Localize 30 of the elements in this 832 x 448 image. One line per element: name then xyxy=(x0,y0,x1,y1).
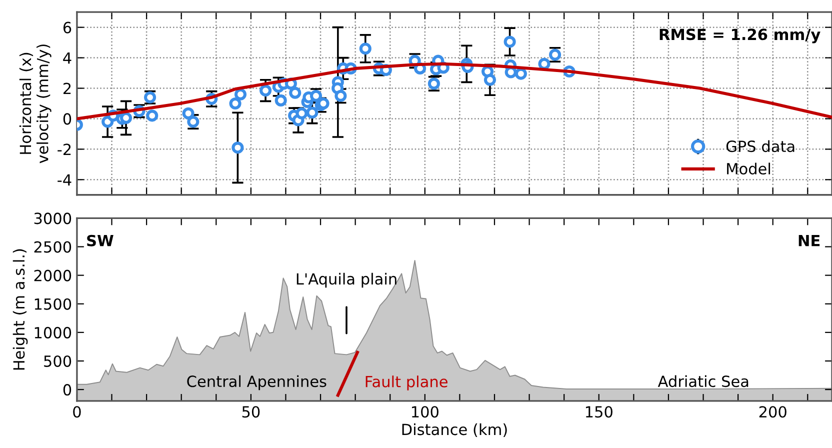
x-tick-label: 200 xyxy=(759,406,786,418)
y-axis-title: Horizontal (x) velocity (mm/y) xyxy=(19,44,52,164)
annotation: Adriatic Sea xyxy=(658,375,748,388)
y-tick-label: 2000 xyxy=(34,270,72,282)
y-tick-label: 0 xyxy=(63,384,72,396)
x-tick-label: 100 xyxy=(412,406,438,418)
y-tick-label: 1000 xyxy=(34,326,72,338)
y-tick-label: 4 xyxy=(63,52,72,64)
x-tick-label: 0 xyxy=(73,406,81,418)
y-tick-label: 2 xyxy=(64,82,71,94)
y-tick-label: 6 xyxy=(63,22,72,34)
legend-label: Model xyxy=(727,162,770,175)
y-tick-label: 1500 xyxy=(34,298,72,310)
annotation: SW xyxy=(87,234,114,246)
x-tick-label: 50 xyxy=(242,406,260,418)
legend-label: GPS data xyxy=(726,140,794,152)
y-tick-label: 3000 xyxy=(34,212,72,224)
series-label: Fault plane xyxy=(366,376,448,390)
annotation: L'Aquila plain xyxy=(296,272,396,288)
y-tick-label: -2 xyxy=(58,144,71,155)
y-tick-label: 0 xyxy=(63,113,72,125)
annotation: Central Apennines xyxy=(187,375,326,390)
x-axis-title: Distance (km) xyxy=(402,423,507,438)
y-tick-label: 2500 xyxy=(34,241,72,253)
annotation: RMSE = 1.26 mm/y xyxy=(660,28,820,44)
x-tick-label: 150 xyxy=(586,406,612,418)
y-tick-label: -4 xyxy=(58,174,72,186)
annotation: NE xyxy=(798,235,820,246)
y-tick-label: 500 xyxy=(44,355,72,367)
y-axis-title: Height (m a.s.l.) xyxy=(12,249,28,370)
